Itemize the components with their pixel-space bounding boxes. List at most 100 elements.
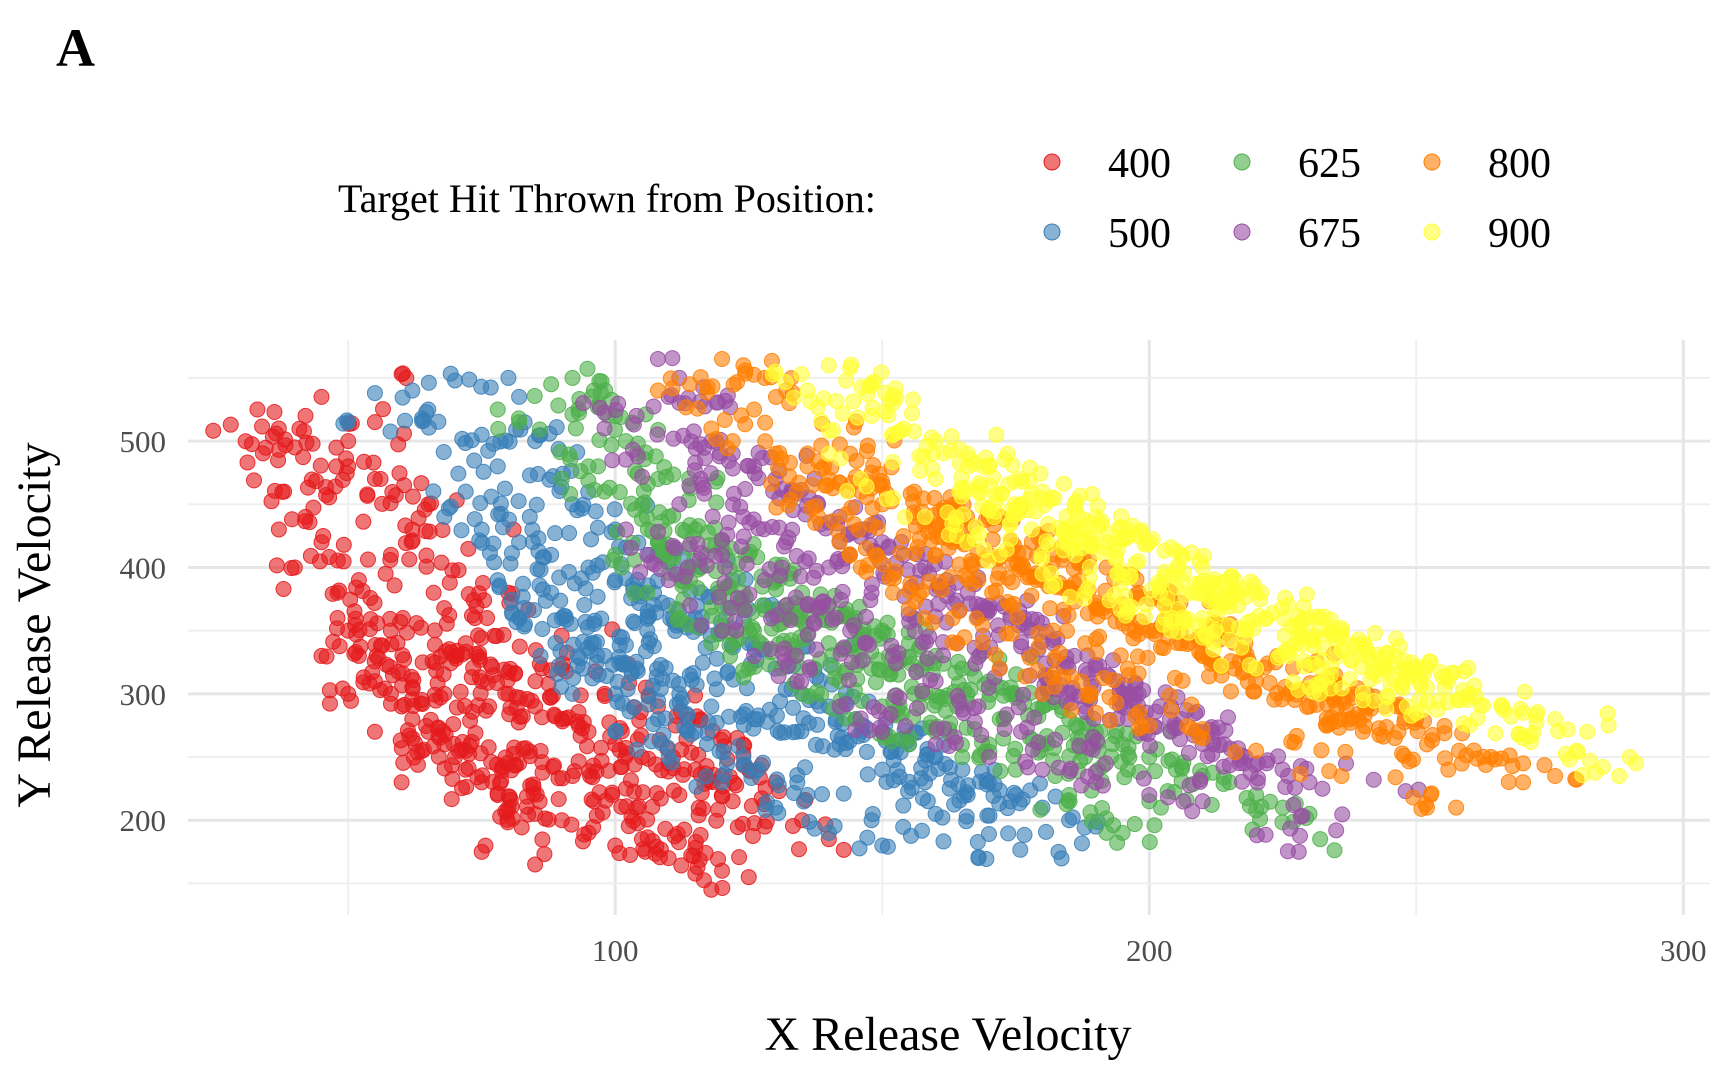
data-point	[1321, 715, 1338, 732]
data-point	[659, 739, 676, 756]
data-point	[239, 454, 256, 471]
data-point	[908, 664, 925, 681]
data-point	[906, 545, 923, 562]
data-point	[639, 603, 656, 620]
data-point	[804, 477, 821, 494]
data-point	[534, 764, 551, 781]
data-point	[530, 543, 547, 560]
data-point	[514, 588, 531, 605]
data-point	[297, 407, 314, 424]
data-point	[1144, 531, 1161, 548]
data-point	[710, 589, 727, 606]
data-point	[780, 657, 797, 674]
data-point	[645, 716, 662, 733]
data-point	[1436, 725, 1453, 742]
data-point	[846, 516, 863, 533]
data-point	[764, 366, 781, 383]
data-point	[864, 805, 881, 822]
data-point	[328, 439, 345, 456]
data-point	[355, 453, 372, 470]
data-point	[716, 412, 733, 429]
data-point	[832, 450, 849, 467]
data-point	[302, 547, 319, 564]
data-point	[689, 579, 706, 596]
data-point	[318, 648, 335, 665]
data-point	[1022, 782, 1039, 799]
data-point	[663, 754, 680, 771]
data-point	[581, 763, 598, 780]
data-point	[1288, 727, 1305, 744]
data-point	[911, 530, 928, 547]
data-point	[963, 575, 980, 592]
data-point	[410, 510, 427, 527]
data-point	[692, 826, 709, 843]
data-point	[819, 597, 836, 614]
data-point	[761, 701, 778, 718]
data-point	[708, 650, 725, 667]
data-point	[930, 596, 947, 613]
data-point	[841, 546, 858, 563]
data-point	[1141, 834, 1158, 851]
data-point	[797, 759, 814, 776]
data-point	[1387, 769, 1404, 786]
data-point	[725, 496, 742, 513]
legend-swatch	[1043, 153, 1061, 171]
data-point	[1014, 473, 1031, 490]
y-tick-label: 200	[120, 803, 167, 838]
data-point	[685, 848, 702, 865]
data-point	[318, 486, 335, 503]
data-point	[1398, 698, 1415, 715]
data-point	[490, 420, 507, 437]
data-point	[254, 418, 271, 435]
data-point	[398, 624, 415, 641]
data-point	[896, 509, 913, 526]
data-point	[426, 622, 443, 639]
data-point	[527, 856, 544, 873]
data-point	[1283, 618, 1300, 635]
data-point	[553, 471, 570, 488]
data-point	[347, 643, 364, 660]
data-point	[1073, 777, 1090, 794]
legend-item-500: 500	[1043, 211, 1171, 257]
data-point	[462, 712, 479, 729]
data-point	[1112, 601, 1129, 618]
data-point	[450, 562, 467, 579]
data-point	[1053, 850, 1070, 867]
data-point	[921, 628, 938, 645]
data-point	[435, 443, 452, 460]
data-point	[867, 674, 884, 691]
data-point	[499, 811, 516, 828]
data-point	[508, 614, 525, 631]
data-point	[758, 794, 775, 811]
data-point	[401, 551, 418, 568]
panel-label: A	[56, 18, 95, 78]
data-point	[967, 518, 984, 535]
data-point	[969, 834, 986, 851]
data-point	[710, 851, 727, 868]
data-point	[949, 687, 966, 704]
data-point	[924, 614, 941, 631]
data-point	[646, 556, 663, 573]
data-point	[1328, 822, 1345, 839]
data-point	[413, 475, 430, 492]
data-point	[425, 483, 442, 500]
data-point	[1116, 769, 1133, 786]
data-point	[342, 692, 359, 709]
data-point	[887, 563, 904, 580]
data-point	[1083, 530, 1100, 547]
data-point	[1345, 636, 1362, 653]
data-point	[1448, 799, 1465, 816]
data-point	[1109, 834, 1126, 851]
data-point	[768, 499, 785, 516]
legend-item-800: 800	[1423, 141, 1551, 187]
data-point	[1105, 672, 1122, 689]
data-point	[1002, 516, 1019, 533]
data-point	[848, 452, 865, 469]
data-point	[1191, 575, 1208, 592]
data-point	[1062, 702, 1079, 719]
data-point	[396, 696, 413, 713]
data-point	[418, 547, 435, 564]
data-point	[404, 488, 421, 505]
data-point	[541, 689, 558, 706]
data-point	[430, 413, 447, 430]
